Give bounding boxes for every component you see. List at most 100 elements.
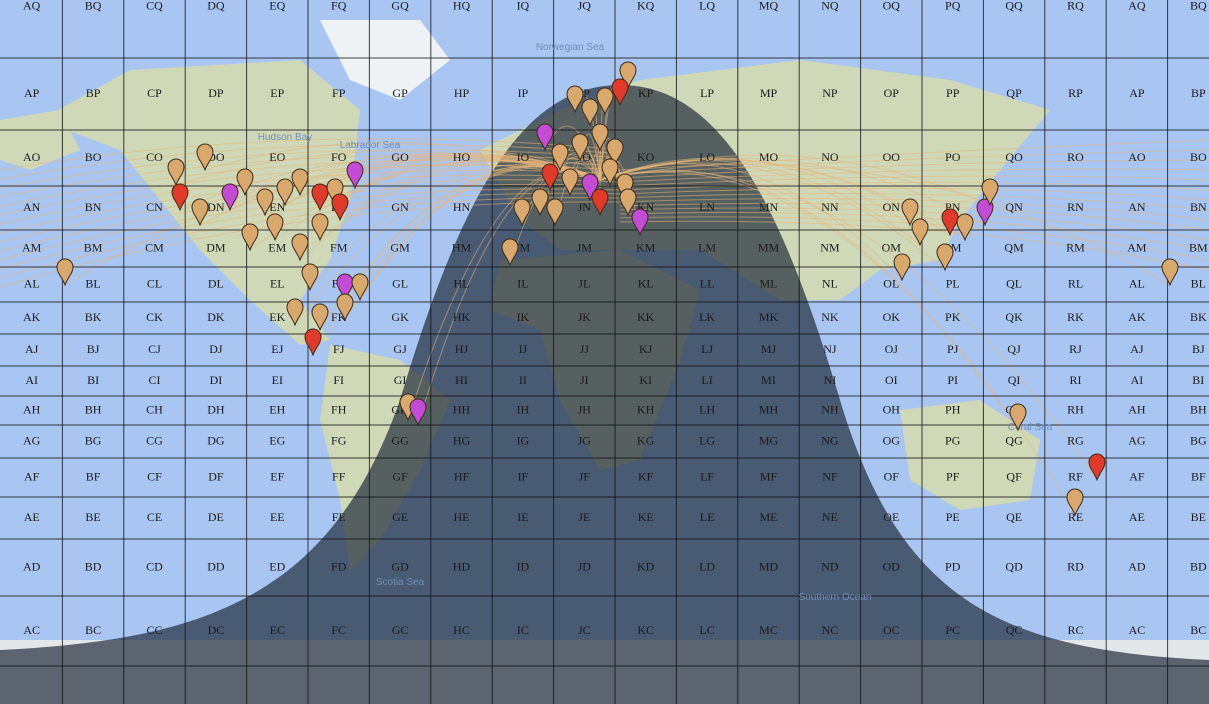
grid-label: QI [1008, 373, 1021, 387]
marker[interactable] [601, 158, 619, 187]
route [0, 143, 621, 180]
marker[interactable] [936, 243, 954, 272]
grid-label: CI [149, 373, 161, 387]
grid-label: RE [1068, 510, 1083, 524]
grid-label: DP [208, 86, 224, 100]
marker[interactable] [561, 168, 579, 197]
route [0, 154, 621, 198]
marker[interactable] [171, 183, 189, 212]
marker[interactable] [1009, 403, 1027, 432]
marker[interactable] [221, 183, 239, 212]
marker[interactable] [336, 293, 354, 322]
grid-label: JH [578, 402, 592, 416]
marker[interactable] [1088, 453, 1106, 482]
marker[interactable] [1161, 258, 1179, 287]
marker[interactable] [893, 253, 911, 282]
grid-label: BH [1190, 402, 1207, 416]
marker[interactable] [981, 178, 999, 207]
grid-label: BG [85, 433, 102, 447]
grid-label: AJ [1130, 342, 1144, 356]
grid-label: EP [270, 86, 284, 100]
marker[interactable] [591, 123, 609, 152]
grid-label: BH [85, 402, 102, 416]
grid-label: DC [208, 623, 225, 637]
marker[interactable] [409, 398, 427, 427]
grid-label: BJ [1192, 342, 1205, 356]
grid-label: KQ [637, 0, 655, 12]
marker[interactable] [286, 298, 304, 327]
grid-label: BO [1190, 150, 1207, 164]
grid-label: JG [578, 433, 592, 447]
marker[interactable] [191, 198, 209, 227]
grid-label: BE [85, 510, 100, 524]
marker[interactable] [591, 188, 609, 217]
marker[interactable] [596, 87, 614, 116]
marker[interactable] [566, 85, 584, 114]
marker[interactable] [501, 238, 519, 267]
grid-label: QL [1006, 276, 1022, 290]
marker[interactable] [346, 161, 364, 190]
marker[interactable] [571, 133, 589, 162]
marker[interactable] [331, 193, 349, 222]
grid-label: QF [1006, 469, 1022, 483]
grid-label: ED [269, 559, 285, 573]
marker[interactable] [581, 173, 599, 202]
marker[interactable] [976, 198, 994, 227]
route [599, 163, 1171, 286]
grid-label: JC [578, 623, 591, 637]
marker[interactable] [611, 78, 629, 107]
grid-label: MQ [759, 0, 779, 12]
marker[interactable] [619, 188, 637, 217]
marker[interactable] [551, 143, 569, 172]
marker[interactable] [196, 143, 214, 172]
marker[interactable] [336, 273, 354, 302]
marker[interactable] [531, 188, 549, 217]
marker[interactable] [541, 163, 559, 192]
marker[interactable] [276, 178, 294, 207]
marker[interactable] [351, 273, 369, 302]
marker[interactable] [956, 213, 974, 242]
marker[interactable] [266, 213, 284, 242]
marker[interactable] [911, 218, 929, 247]
grid-label: KJ [639, 342, 653, 356]
grid-label: KC [637, 623, 654, 637]
marker[interactable] [536, 123, 554, 152]
marker[interactable] [631, 208, 649, 237]
marker[interactable] [619, 61, 637, 90]
marker[interactable] [256, 188, 274, 217]
marker[interactable] [301, 263, 319, 292]
marker[interactable] [581, 98, 599, 127]
marker[interactable] [311, 213, 329, 242]
marker[interactable] [1066, 488, 1084, 517]
grid-label: BK [1190, 310, 1207, 324]
marker[interactable] [311, 183, 329, 212]
grid-label: EQ [269, 0, 285, 12]
grid-label: FJ [333, 342, 345, 356]
grid-label: GC [392, 623, 409, 637]
grid-label: FQ [331, 0, 347, 12]
grid-label: KK [637, 310, 655, 324]
grid-label: NI [824, 373, 837, 387]
grid-label: BN [1190, 200, 1207, 214]
route [619, 198, 1209, 221]
marker[interactable] [304, 328, 322, 357]
grid-label: AN [23, 200, 41, 214]
marker[interactable] [311, 303, 329, 332]
marker[interactable] [291, 168, 309, 197]
marker[interactable] [167, 158, 185, 187]
grid-label: BC [1190, 623, 1206, 637]
marker[interactable] [941, 208, 959, 237]
marker[interactable] [291, 233, 309, 262]
marker[interactable] [241, 223, 259, 252]
marker[interactable] [513, 198, 531, 227]
grid-label: QK [1005, 310, 1023, 324]
marker[interactable] [606, 138, 624, 167]
marker[interactable] [56, 258, 74, 287]
marker[interactable] [901, 198, 919, 227]
grid-label: OJ [885, 342, 899, 356]
marker[interactable] [546, 198, 564, 227]
grid-label: DI [210, 373, 223, 387]
marker[interactable] [236, 168, 254, 197]
grid-label: LK [699, 310, 715, 324]
grid-label: RL [1068, 276, 1083, 290]
